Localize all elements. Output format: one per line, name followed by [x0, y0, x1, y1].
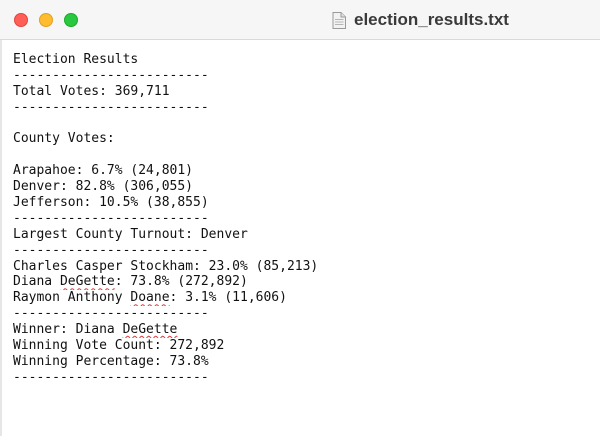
- separator-line: -------------------------: [13, 306, 209, 322]
- candidate-name-text: Charles Casper: [13, 258, 131, 274]
- blank-line: [13, 147, 600, 163]
- winning-percentage-line: Winning Percentage: 73.8%: [13, 353, 209, 369]
- winner-line: Winner: Diana DeGette: [13, 322, 600, 338]
- separator-line: -------------------------: [13, 210, 209, 226]
- winning-vote-count-line: Winning Vote Count: 272,892: [13, 338, 225, 354]
- spellcheck-flagged-word[interactable]: Doane: [130, 290, 170, 306]
- spellcheck-flagged-word[interactable]: DeGette: [122, 322, 178, 338]
- close-window-button[interactable]: [14, 13, 28, 27]
- candidate-result-text: : 23.0% (85,213): [193, 258, 319, 274]
- document-text-area[interactable]: Election Results -----------------------…: [13, 52, 600, 436]
- candidate-result-text: : 3.1% (11,606): [169, 290, 287, 306]
- winner-label-text: Winner: Diana: [13, 322, 123, 338]
- results-heading: Election Results: [13, 52, 139, 67]
- separator-line: -------------------------: [13, 369, 209, 385]
- candidate-line-degette: Diana DeGette: 73.8% (272,892): [13, 274, 600, 290]
- county-votes-heading: County Votes:: [13, 131, 115, 147]
- candidate-line-doane: Raymon Anthony Doane: 3.1% (11,606): [13, 290, 600, 306]
- county-line-jefferson: Jefferson: 10.5% (38,855): [13, 195, 209, 211]
- county-line-arapahoe: Arapahoe: 6.7% (24,801): [13, 163, 194, 179]
- document-icon: [332, 11, 346, 29]
- spellcheck-flagged-word[interactable]: DeGette: [59, 274, 115, 290]
- window-title-group: election_results.txt: [332, 9, 509, 31]
- window-left-edge: [0, 40, 2, 436]
- zoom-window-button[interactable]: [64, 13, 78, 27]
- largest-turnout-line: Largest County Turnout: Denver: [13, 226, 248, 242]
- county-line-denver: Denver: 82.8% (306,055): [13, 179, 194, 195]
- candidate-name-text: Diana: [13, 274, 60, 290]
- separator-line: -------------------------: [13, 242, 209, 258]
- separator-line: -------------------------: [13, 67, 209, 83]
- title-bar[interactable]: election_results.txt: [0, 0, 600, 40]
- blank-line: [13, 116, 600, 132]
- window-title: election_results.txt: [354, 10, 509, 29]
- total-votes-line: Total Votes: 369,711: [13, 83, 170, 99]
- candidate-surname-text: Stockham: [130, 258, 194, 274]
- candidate-name-text: Raymon Anthony: [13, 290, 131, 306]
- minimize-window-button[interactable]: [39, 13, 53, 27]
- candidate-line-stockham: Charles Casper Stockham: 23.0% (85,213): [13, 259, 600, 275]
- separator-line: -------------------------: [13, 99, 209, 115]
- candidate-result-text: : 73.8% (272,892): [114, 274, 248, 290]
